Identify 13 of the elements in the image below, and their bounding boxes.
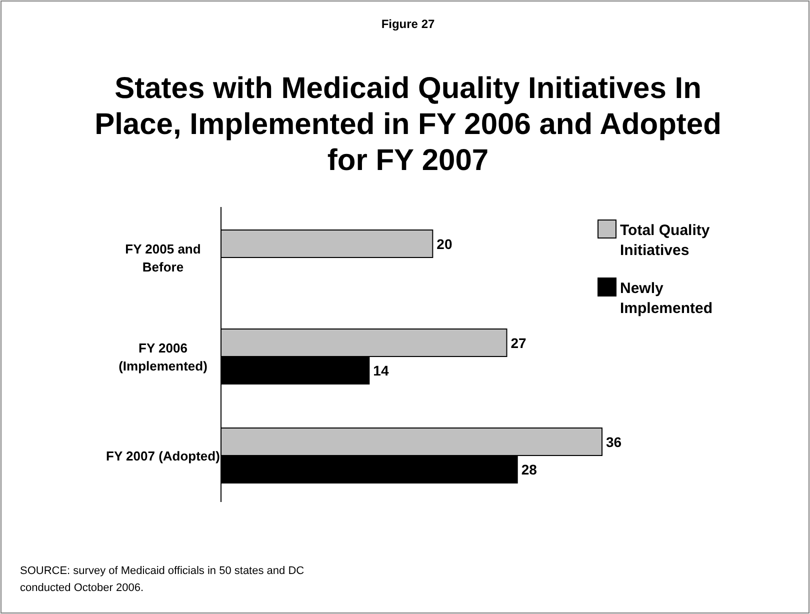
y-tick-label: FY 2006 (Implemented) xyxy=(118,340,208,374)
chart-title: States with Medicaid Quality Initiatives In Place, Implemented in FY 2006 and Adopted for FY 2007 xyxy=(94,72,722,177)
legend-label: Total Quality Initiatives xyxy=(620,222,710,259)
data-label: 14 xyxy=(373,362,389,378)
legend-label: Newly Implemented xyxy=(620,280,713,317)
data-label: 27 xyxy=(510,334,527,351)
data-label: 20 xyxy=(436,236,452,252)
source-note: SOURCE: survey of Medicaid officials in 50 states and DC conducted October 2006. xyxy=(20,565,304,594)
chart-subtitle: Figure 27 xyxy=(381,17,435,31)
data-label: 36 xyxy=(606,434,622,450)
data-label: 28 xyxy=(521,461,538,478)
y-tick-label: FY 2007 (Adopted) xyxy=(106,448,220,464)
y-tick-label: FY 2005 and Before xyxy=(125,242,201,274)
